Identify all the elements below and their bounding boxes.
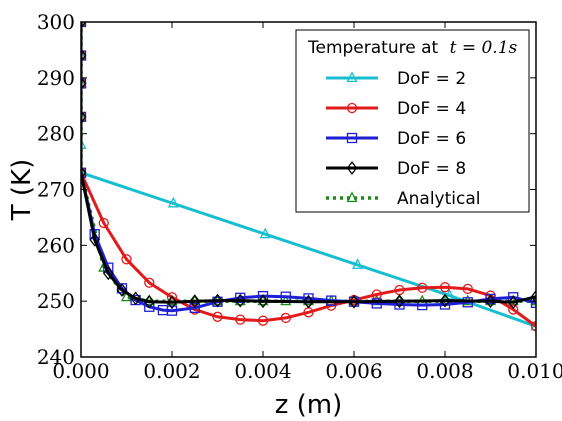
legend-entry-dof-6: DoF = 6 — [326, 129, 466, 149]
data-point-dof-4 — [257, 315, 269, 326]
axis-ticks: 0.000 0.002 0.004 0.006 0.008 0.010 240 250 260 2… — [37, 10, 562, 383]
series-dof-2 — [81, 22, 536, 331]
plot-area — [81, 22, 536, 332]
data-point-dof-4 — [508, 304, 519, 315]
data-point-dof-6 — [371, 298, 382, 309]
data-point-dof-8 — [116, 283, 128, 297]
data-point-dof-8 — [143, 294, 155, 309]
data-point-dof-4 — [144, 277, 155, 288]
legend-label-dof-8: DoF = 8 — [397, 159, 466, 179]
data-point-dof-2 — [81, 48, 87, 60]
data-point-dof-2 — [81, 166, 87, 177]
data-point-dof-4 — [98, 217, 109, 229]
y-tick-label: 250 — [37, 289, 75, 313]
data-point-dof-8 — [102, 266, 114, 281]
data-point-dof-4 — [280, 312, 291, 324]
series-line-dof-2 — [81, 22, 536, 328]
legend-title-prefix: Temperature at — [307, 38, 439, 58]
data-point-dof-8 — [485, 294, 496, 309]
data-point-dof-2 — [259, 227, 271, 239]
legend-title: Temperature at t = 0.1s — [307, 38, 518, 58]
data-point-dof-8 — [81, 165, 87, 180]
series-line-dof-4 — [81, 22, 536, 328]
series-line-dof-8 — [81, 22, 536, 304]
legend-entry-dof-2: DoF = 2 — [326, 69, 466, 89]
legend-marker-dof-4 — [346, 102, 358, 114]
data-point-dof-4 — [530, 321, 536, 332]
data-point-dof-2 — [81, 110, 87, 121]
data-point-dof-6 — [166, 305, 178, 316]
data-point-dof-8 — [130, 291, 141, 306]
data-point-dof-8 — [439, 293, 451, 308]
data-point-dof-2 — [81, 138, 87, 149]
data-point-dof-8 — [530, 289, 536, 304]
data-point-dof-8 — [257, 294, 269, 309]
data-point-dof-2 — [352, 258, 364, 269]
data-point-dof-8 — [394, 294, 405, 309]
data-point-dof-8 — [166, 295, 178, 310]
y-tick-label: 290 — [37, 66, 75, 90]
x-axis-label: z (m) — [275, 390, 343, 420]
data-point-dof-4 — [439, 282, 451, 293]
data-point-dof-8 — [81, 76, 87, 91]
x-tick-label: 0.004 — [234, 359, 291, 383]
y-tick-label: 260 — [37, 233, 75, 257]
data-point-dof-6 — [530, 297, 536, 308]
legend-entry-analytical: Analytical — [326, 189, 480, 209]
series-dof-8 — [81, 22, 536, 310]
legend-label-analytical: Analytical — [397, 189, 480, 209]
x-tick-label: 0.006 — [325, 359, 382, 383]
legend-marker-dof-6 — [346, 132, 358, 144]
data-point-dof-8 — [507, 295, 519, 310]
data-point-dof-8 — [348, 294, 360, 309]
data-point-dof-6 — [235, 292, 246, 303]
legend-label-dof-6: DoF = 6 — [397, 129, 466, 149]
legend-entry-dof-8: DoF = 8 — [326, 159, 466, 179]
data-point-dof-4 — [462, 283, 473, 295]
data-point-dof-4 — [235, 314, 246, 325]
data-point-dof-6 — [189, 302, 200, 314]
x-tick-label: 0.010 — [507, 359, 562, 383]
data-point-dof-8 — [81, 110, 87, 124]
data-point-dof-8 — [189, 294, 201, 309]
x-tick-label: 0.000 — [52, 359, 109, 383]
legend-marker-dof-2 — [346, 71, 358, 83]
legend-entries: DoF = 2 DoF = 4 DoF = 6 DoF = 8 Analytical — [326, 69, 480, 209]
data-point-dof-2 — [167, 196, 179, 208]
data-point-dof-8 — [89, 232, 100, 247]
legend-box — [295, 29, 530, 213]
data-point-dof-4 — [121, 254, 132, 265]
data-point-dof-8 — [234, 293, 246, 308]
legend-entry-dof-4: DoF = 4 — [326, 99, 466, 119]
legend-marker-dof-8 — [346, 161, 358, 175]
y-tick-label: 270 — [37, 178, 75, 202]
data-point-dof-2 — [443, 289, 456, 300]
y-tick-label: 300 — [37, 10, 75, 34]
y-tick-label: 280 — [37, 122, 75, 146]
data-point-dof-8 — [303, 294, 314, 309]
x-tick-label: 0.002 — [143, 359, 200, 383]
data-point-analytical — [120, 290, 133, 302]
y-axis-label: T (K) — [7, 159, 37, 221]
legend-marker-analytical — [346, 191, 358, 203]
legend-title-math: t = 0.1s — [450, 38, 518, 58]
legend-label-dof-2: DoF = 2 — [397, 69, 466, 89]
data-point-dof-4 — [417, 282, 428, 293]
x-tick-label: 0.008 — [416, 359, 473, 383]
y-tick-label: 240 — [37, 345, 75, 369]
legend-label-dof-4: DoF = 4 — [397, 99, 466, 119]
data-point-dof-4 — [212, 311, 223, 322]
data-point-dof-2 — [81, 76, 87, 88]
data-point-dof-8 — [81, 48, 87, 63]
data-point-dof-8 — [212, 293, 223, 308]
